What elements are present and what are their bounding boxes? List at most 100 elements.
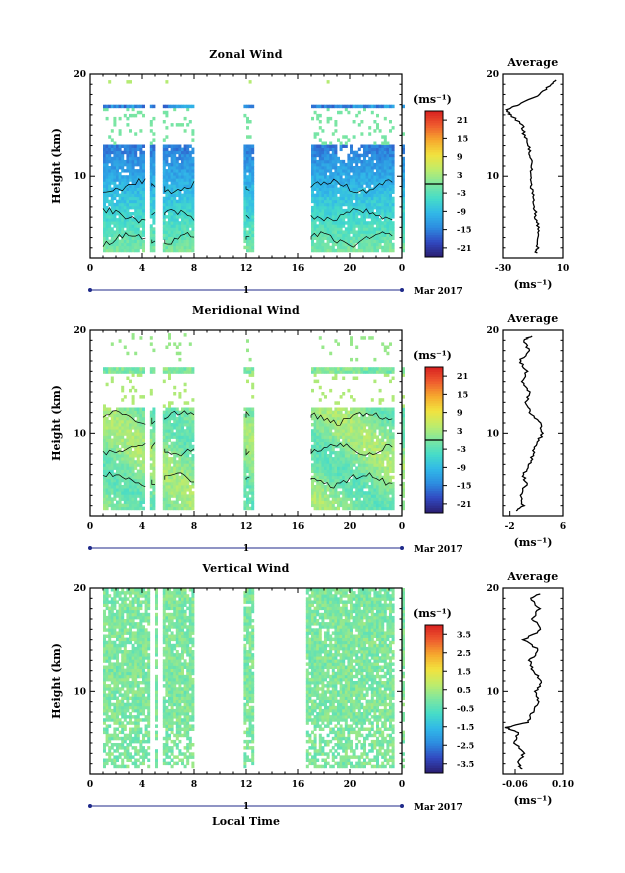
- heatmap-cell: [116, 454, 119, 458]
- heatmap-cell: [175, 230, 179, 234]
- heatmap-cell: [175, 351, 179, 356]
- heatmap-cell: [360, 466, 364, 470]
- heatmap-cell: [162, 230, 166, 234]
- heatmap-cell: [313, 227, 317, 231]
- heatmap-cell: [162, 485, 166, 489]
- heatmap-cell: [339, 162, 343, 167]
- heatmap-cell: [383, 419, 387, 424]
- heatmap-cell: [243, 196, 247, 201]
- heatmap-cell: [170, 407, 174, 411]
- heatmap-cell: [360, 481, 364, 486]
- profile-x-tick-label: -30: [495, 264, 511, 274]
- heatmap-cell: [347, 162, 351, 167]
- heatmap-cell: [183, 224, 187, 228]
- heatmap-cell: [183, 382, 187, 387]
- heatmap-cell: [136, 159, 140, 164]
- heatmap-cell: [183, 475, 187, 480]
- heatmap-cell: [113, 248, 117, 253]
- heatmap-cell: [152, 438, 156, 442]
- heatmap-cell: [246, 144, 249, 148]
- heatmap-cell: [389, 150, 392, 155]
- heatmap-cell: [113, 472, 117, 477]
- heatmap-cell: [378, 494, 382, 498]
- heatmap-cell: [378, 156, 382, 161]
- heatmap-cell: [108, 178, 112, 182]
- heatmap-cell: [386, 147, 390, 152]
- heatmap-cell: [173, 199, 177, 204]
- heatmap-cell: [373, 245, 377, 250]
- heatmap-cell: [318, 144, 322, 148]
- heatmap-cell: [347, 208, 351, 213]
- heatmap-cell: [339, 500, 343, 504]
- heatmap-cell: [326, 175, 330, 179]
- heatmap-cell: [334, 239, 338, 244]
- heatmap-cell: [152, 497, 156, 501]
- heatmap-cell: [136, 438, 140, 442]
- heatmap-cell: [368, 435, 372, 439]
- heatmap-cell: [136, 488, 140, 492]
- colorbar-segment: [425, 128, 443, 131]
- heatmap-cell: [173, 230, 177, 234]
- heatmap-cell: [381, 488, 385, 492]
- heatmap-cell: [337, 175, 340, 179]
- heatmap-cell: [342, 181, 346, 185]
- heatmap-cell: [316, 113, 320, 118]
- heatmap-cell: [376, 478, 379, 483]
- heatmap-cell: [152, 230, 156, 234]
- heatmap-cell: [324, 426, 327, 430]
- heatmap-cell: [246, 491, 249, 495]
- heatmap-cell: [183, 485, 187, 489]
- heatmap-cell: [373, 193, 377, 198]
- heatmap-cell: [123, 410, 127, 415]
- heatmap-cell: [350, 199, 353, 204]
- heatmap-cell: [383, 239, 387, 244]
- heatmap-cell: [173, 150, 177, 155]
- heatmap-cell: [129, 162, 132, 167]
- heatmap-cell: [355, 475, 359, 480]
- heatmap-cell: [381, 469, 385, 473]
- heatmap-cell: [126, 485, 130, 489]
- heatmap-cell: [136, 429, 140, 433]
- heatmap-cell: [186, 181, 190, 185]
- heatmap-cell: [324, 184, 327, 188]
- heatmap-cell: [331, 438, 335, 442]
- heatmap-cell: [368, 441, 372, 446]
- heatmap-cell: [321, 345, 325, 349]
- heatmap-cell: [116, 503, 119, 508]
- heatmap-cell: [116, 169, 119, 173]
- heatmap-cell: [360, 407, 364, 411]
- heatmap-cell: [139, 208, 143, 213]
- heatmap-cell: [188, 144, 192, 148]
- heatmap-cell: [188, 410, 192, 415]
- heatmap-cell: [121, 205, 125, 210]
- heatmap-cell: [248, 147, 252, 152]
- heatmap-cell: [352, 472, 356, 477]
- heatmap-cell: [191, 413, 195, 418]
- heatmap-cell: [350, 413, 353, 418]
- heatmap-cell: [118, 199, 122, 204]
- heatmap-cell: [357, 147, 361, 152]
- heatmap-cell: [389, 444, 392, 449]
- heatmap-cell: [355, 494, 359, 498]
- heatmap-cell: [188, 199, 192, 204]
- heatmap-cell: [402, 438, 405, 442]
- heatmap-cell: [360, 472, 364, 477]
- heatmap-cell: [103, 150, 106, 155]
- heatmap-cell: [318, 413, 322, 418]
- heatmap-cell: [103, 175, 106, 179]
- heatmap-cell: [402, 404, 405, 408]
- heatmap-cell: [121, 181, 125, 185]
- heatmap-cell: [142, 497, 145, 501]
- heatmap-cell: [108, 457, 112, 461]
- heatmap-cell: [116, 175, 119, 179]
- heatmap-cell: [313, 175, 317, 179]
- heatmap-cell: [391, 441, 395, 446]
- heatmap-cell: [170, 123, 174, 127]
- heatmap-cell: [136, 432, 140, 436]
- heatmap-cell: [342, 392, 346, 396]
- heatmap-cell: [131, 172, 135, 176]
- heatmap-cell: [131, 506, 135, 511]
- heatmap-cell: [116, 447, 119, 452]
- heatmap-cell: [316, 224, 320, 228]
- heatmap-cell: [391, 196, 395, 201]
